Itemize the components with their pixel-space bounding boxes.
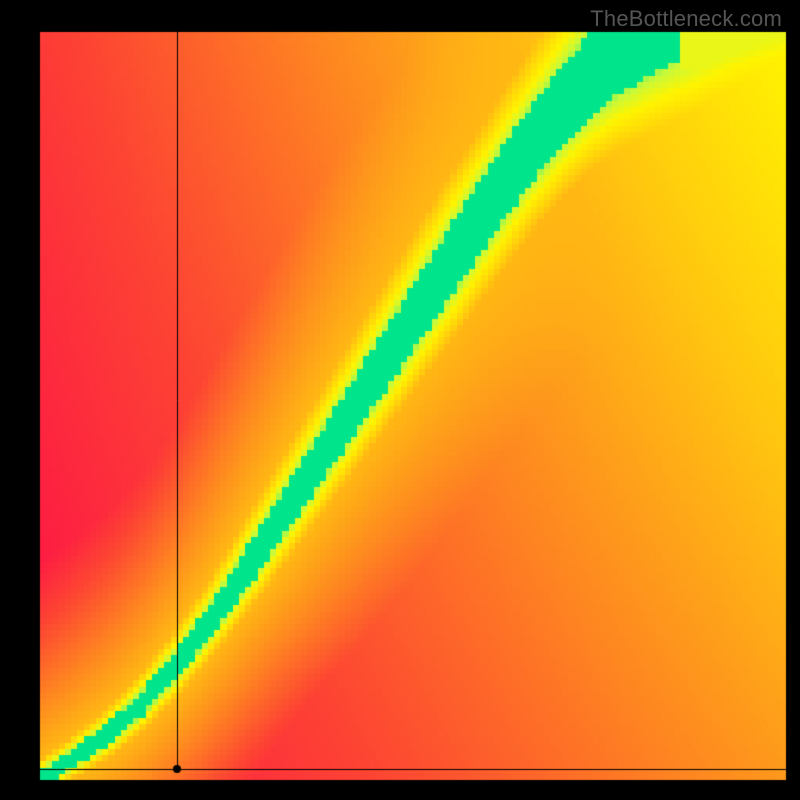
chart-container: TheBottleneck.com — [0, 0, 800, 800]
heatmap-canvas — [0, 0, 800, 800]
watermark-text: TheBottleneck.com — [590, 6, 782, 32]
